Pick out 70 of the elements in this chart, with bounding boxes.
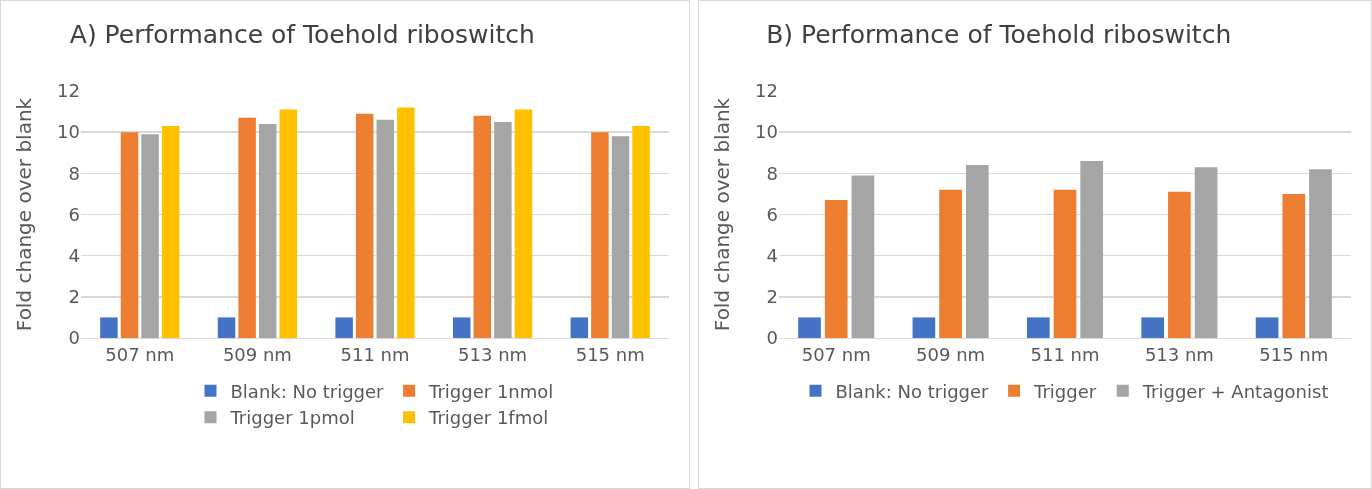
y-axis-title: Fold change over blank (12, 97, 36, 332)
y-tick-label: 6 (766, 203, 778, 225)
legend-label: Blank: No trigger (835, 380, 990, 402)
bar (1194, 167, 1218, 338)
legend-label: Trigger (1033, 380, 1097, 402)
y-tick-label: 12 (57, 80, 80, 102)
y-tick-label: 8 (68, 162, 80, 184)
x-tick-label: 513 nm (1144, 343, 1214, 365)
bar (824, 200, 848, 338)
y-tick-label: 0 (766, 327, 778, 349)
y-tick-label: 12 (755, 80, 778, 102)
legend-label: Blank: No trigger (230, 380, 385, 402)
x-tick-label: 515 nm (575, 343, 645, 365)
bar (1168, 191, 1191, 338)
bar (591, 132, 609, 338)
bar (1309, 169, 1332, 338)
y-tick-label: 6 (68, 203, 80, 225)
x-tick-label: 513 nm (458, 343, 528, 365)
y-tick-label: 0 (68, 327, 80, 349)
bar (473, 115, 492, 338)
y-tick-label: 10 (755, 121, 778, 143)
bar (1255, 317, 1279, 338)
legend-label: Trigger 1pmol (229, 407, 355, 429)
y-tick-label: 2 (68, 286, 80, 308)
x-tick-label: 515 nm (1259, 343, 1329, 365)
x-tick-label: 511 nm (1030, 343, 1100, 365)
bar (217, 317, 236, 338)
legend-label: Trigger 1nmol (428, 380, 554, 402)
bar (1026, 317, 1050, 338)
bar (238, 117, 256, 338)
x-tick-label: 509 nm (222, 343, 292, 365)
y-tick-label: 4 (766, 244, 778, 266)
y-tick-label: 2 (766, 286, 778, 308)
chart-title: B) Performance of Toehold riboswitch (766, 19, 1232, 49)
x-tick-label: 507 nm (105, 343, 175, 365)
bar (570, 317, 589, 338)
bar (1282, 193, 1306, 338)
bar (939, 189, 962, 338)
chart-title: A) Performance of Toehold riboswitch (69, 19, 535, 49)
bar (611, 136, 630, 338)
bar (798, 317, 821, 338)
bar (912, 317, 936, 338)
y-axis-title: Fold change over blank (710, 97, 734, 332)
bar (632, 125, 650, 338)
bar (1053, 189, 1077, 338)
bar (141, 134, 159, 338)
bar (965, 165, 989, 338)
bar (397, 107, 415, 338)
legend-label: Trigger 1fmol (428, 407, 549, 429)
bar (335, 317, 353, 338)
bar (279, 109, 298, 338)
legend-label: Trigger + Antagonist (1141, 380, 1329, 402)
x-tick-label: 511 nm (340, 343, 410, 365)
bar (851, 175, 875, 338)
bar (355, 113, 374, 338)
bar (1141, 317, 1165, 338)
x-tick-label: 507 nm (801, 343, 871, 365)
bar (452, 317, 471, 338)
y-tick-label: 8 (766, 162, 778, 184)
bar (120, 132, 139, 338)
bar (514, 109, 533, 338)
bar (494, 121, 512, 338)
y-tick-label: 10 (57, 121, 80, 143)
bar (258, 123, 277, 338)
bar (1080, 160, 1104, 338)
y-tick-label: 4 (68, 244, 80, 266)
bar (161, 125, 180, 338)
bar (100, 317, 118, 338)
bar (376, 119, 395, 338)
x-tick-label: 509 nm (916, 343, 986, 365)
